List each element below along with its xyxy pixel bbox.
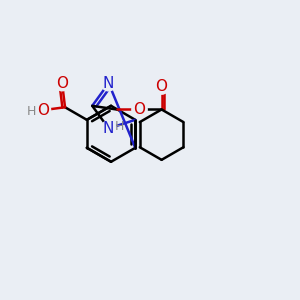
Text: O: O (134, 102, 146, 117)
Text: H: H (27, 105, 37, 118)
Text: O: O (156, 79, 168, 94)
Circle shape (101, 121, 116, 136)
Circle shape (35, 103, 51, 118)
Circle shape (132, 102, 147, 117)
Text: H: H (115, 120, 124, 133)
Circle shape (154, 79, 169, 94)
Text: N: N (103, 121, 114, 136)
Text: O: O (37, 103, 49, 118)
Text: N: N (103, 76, 114, 91)
Circle shape (101, 76, 116, 91)
Text: O: O (56, 76, 68, 91)
Circle shape (54, 75, 70, 91)
